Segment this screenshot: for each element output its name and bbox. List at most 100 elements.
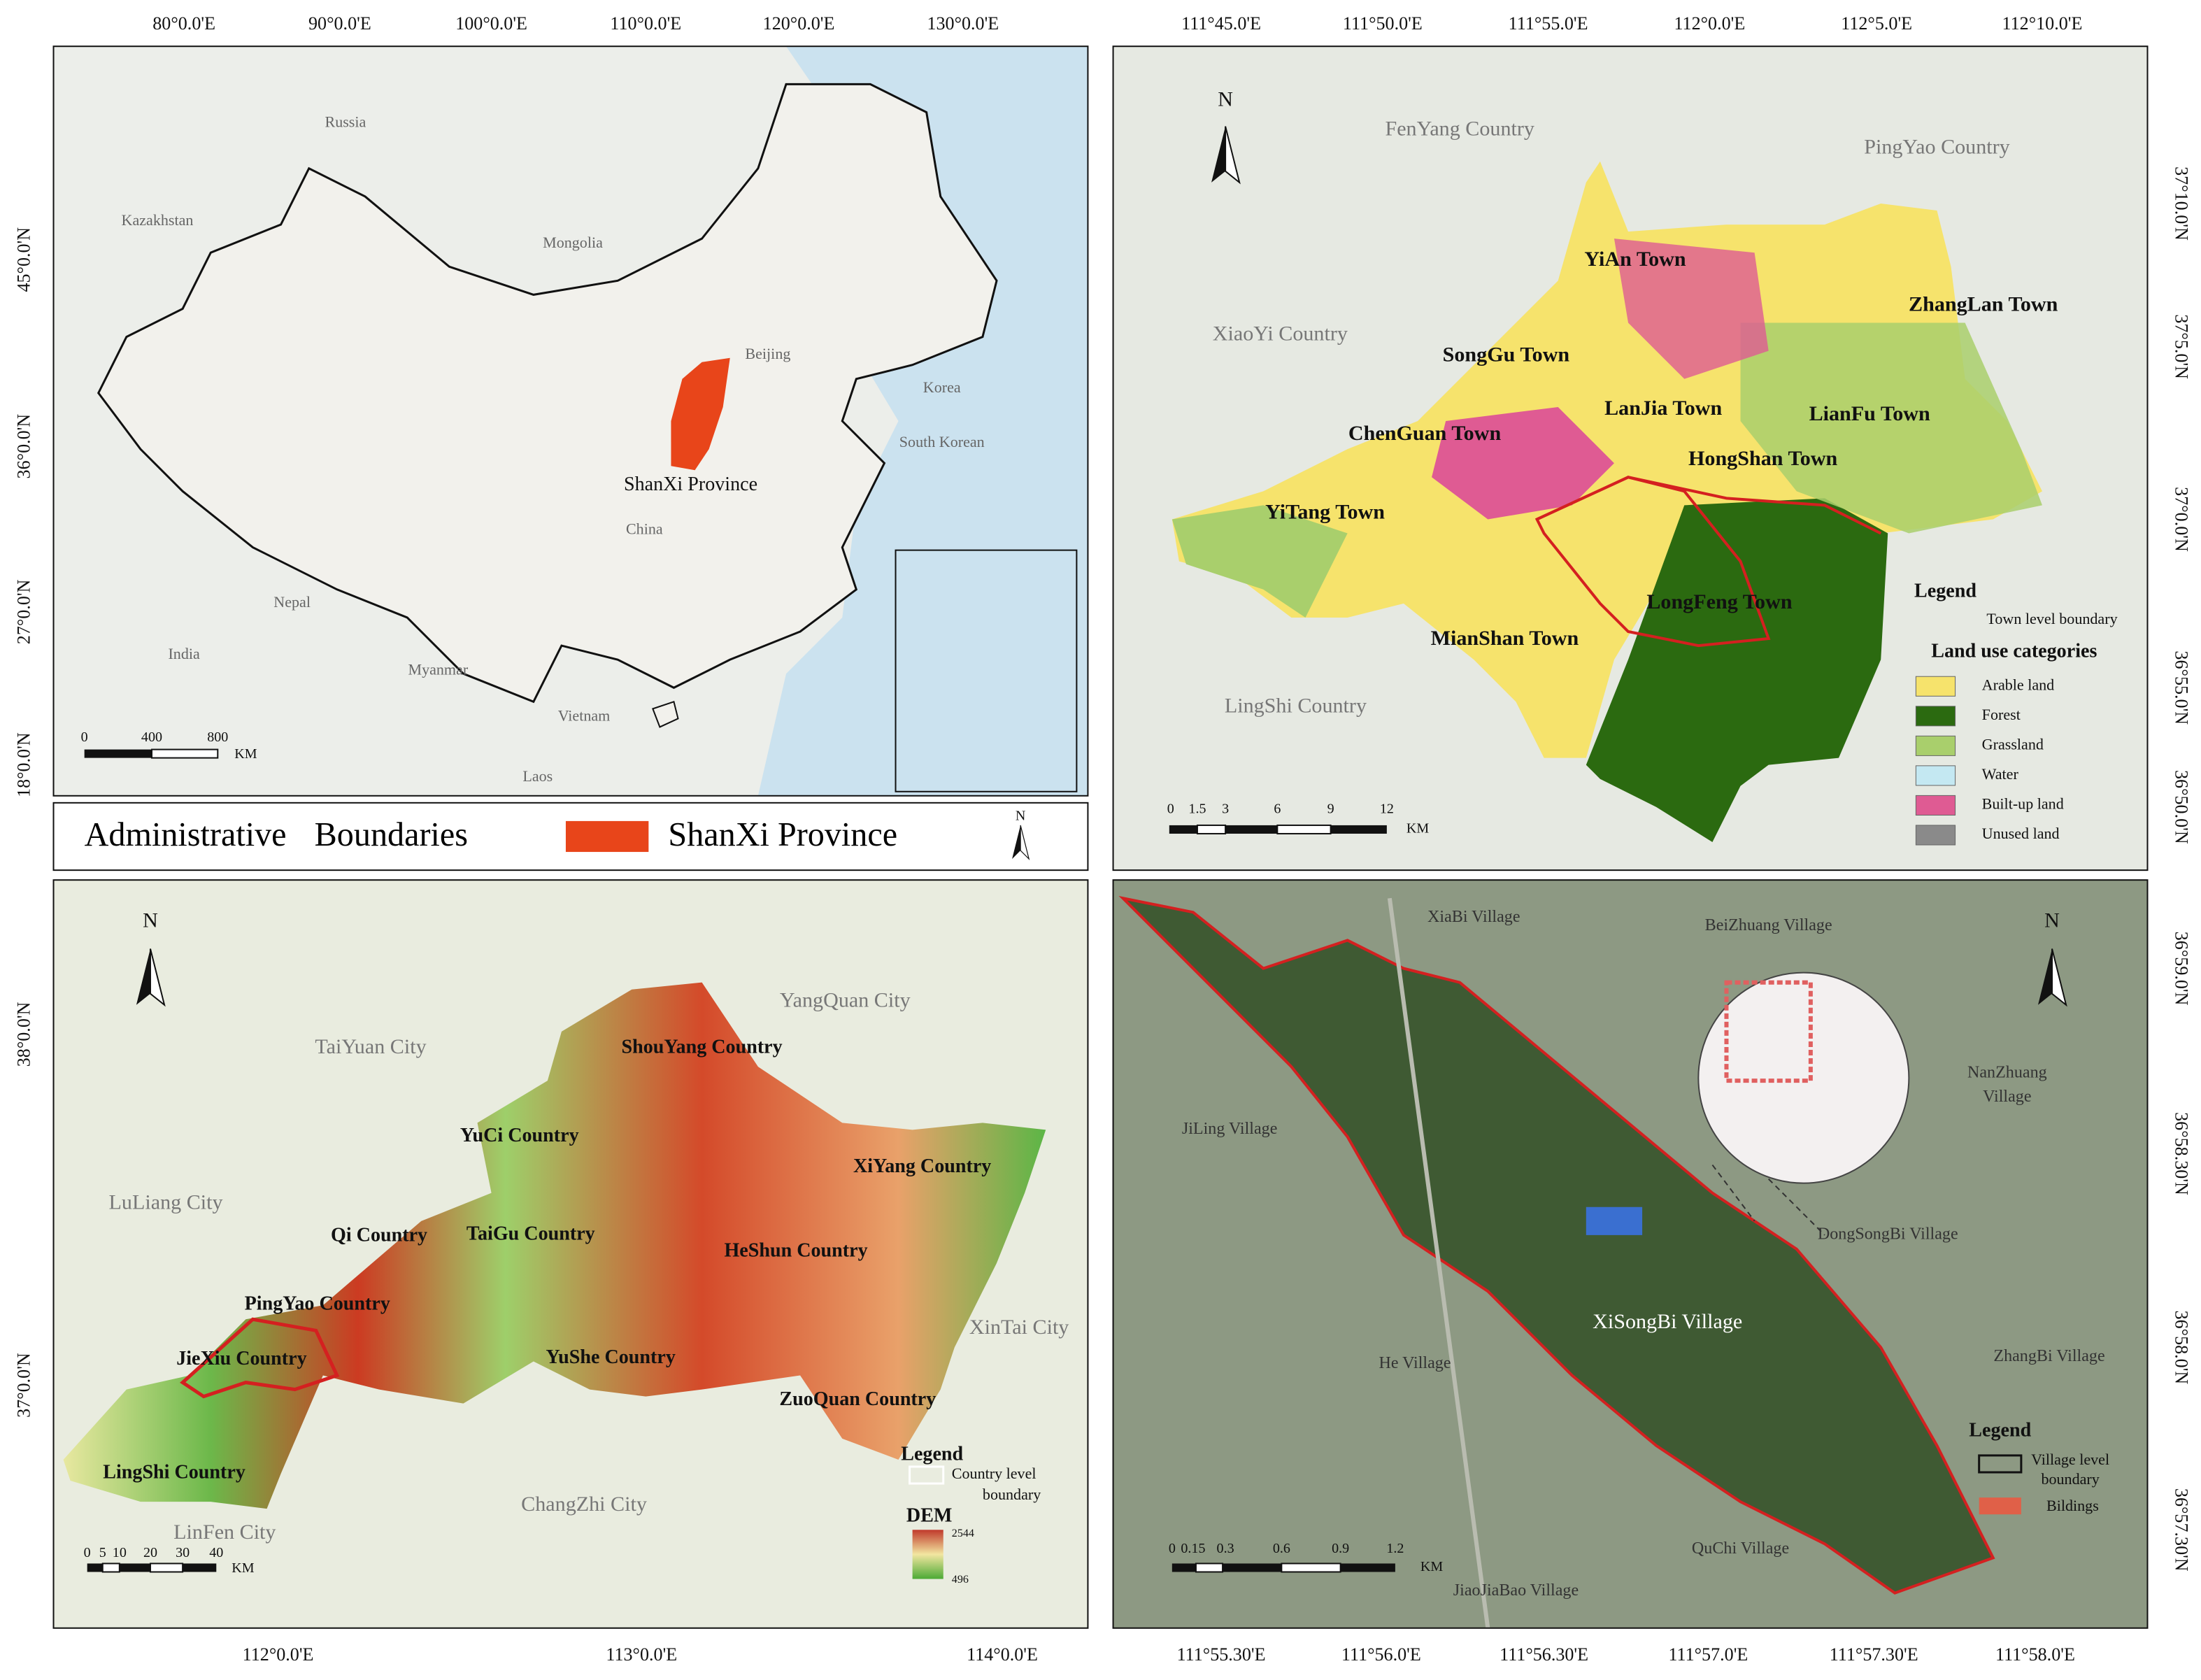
- scale-label: 0.15: [1181, 1541, 1205, 1556]
- legend-label: Town level boundary: [1986, 610, 2117, 627]
- scale-bar: [84, 749, 152, 758]
- county-label: FenYang Country: [1385, 117, 1534, 141]
- y-tick-label: 37°0.0'N: [2172, 487, 2192, 552]
- place-label: Beijing: [745, 345, 790, 362]
- x-tick-label: 111°55.30'E: [1177, 1644, 1266, 1665]
- legend-swatch: [1915, 735, 1956, 756]
- scale-label: 0: [1167, 801, 1174, 816]
- place-label: Kazakhstan: [122, 211, 194, 229]
- scale-label: 1.5: [1188, 801, 1206, 816]
- county-label: PingYao Country: [245, 1293, 390, 1315]
- village-label: ZhangBi Village: [1993, 1347, 2104, 1365]
- legend-swatch: [1915, 825, 1956, 846]
- city-label: TaiYuan City: [315, 1034, 426, 1058]
- scale-label: 0.9: [1332, 1541, 1349, 1556]
- place-label: Vietnam: [558, 706, 611, 724]
- y-tick-label: 36°57.30'N: [2172, 1488, 2192, 1572]
- panel-frame: [52, 879, 1089, 1629]
- town-label: ChenGuan Town: [1348, 421, 1502, 445]
- x-tick-label: 90°0.0'E: [308, 13, 371, 34]
- legend-label: Village level: [2031, 1451, 2109, 1468]
- scale-label: 0: [84, 1545, 91, 1560]
- county-label: YuShe Country: [546, 1346, 675, 1368]
- place-label: India: [168, 645, 200, 662]
- legend-label: 496: [952, 1574, 969, 1586]
- north-label: N: [143, 908, 158, 932]
- village-label: XiaBi Village: [1427, 908, 1520, 926]
- place-label: Laos: [522, 767, 553, 785]
- x-tick-label: 130°0.0'E: [927, 13, 999, 34]
- county-label: HeShun Country: [724, 1239, 867, 1261]
- x-tick-label: 80°0.0'E: [152, 13, 215, 34]
- y-tick-label: 36°58.30'N: [2172, 1112, 2192, 1195]
- scale-label: KM: [1420, 1559, 1443, 1574]
- county-label: LingShi Country: [1225, 693, 1367, 717]
- x-tick-label: 111°57.0'E: [1668, 1644, 1748, 1665]
- scale-bar: [87, 1562, 217, 1573]
- north-arrow: [149, 948, 166, 1007]
- x-tick-label: 112°0.0'E: [243, 1644, 314, 1665]
- county-label: XiaoYi Country: [1213, 322, 1348, 346]
- legend-label: ShanXi Province: [668, 816, 897, 853]
- dem-map: [53, 880, 1088, 1628]
- scale-label: KM: [1406, 821, 1429, 837]
- x-tick-label: 111°50.0'E: [1343, 13, 1423, 34]
- place-label: Korea: [923, 378, 961, 396]
- legend-title: Legend: [1969, 1419, 2031, 1441]
- north-label: N: [1016, 808, 1026, 823]
- x-tick-label: 111°56.0'E: [1341, 1644, 1421, 1665]
- legend-label: Forest: [1982, 706, 2021, 723]
- town-label: HongShan Town: [1688, 446, 1838, 470]
- legend-swatch: [1978, 1454, 2023, 1474]
- scale-label: KM: [234, 746, 257, 762]
- x-tick-label: 113°0.0'E: [606, 1644, 677, 1665]
- scale-label: 12: [1380, 801, 1394, 816]
- legend-label: Country level: [952, 1465, 1037, 1482]
- county-label: YuCi Country: [460, 1125, 579, 1146]
- place-label: China: [626, 520, 663, 538]
- village-label: QuChi Village: [1692, 1539, 1789, 1558]
- city-label: XinTai City: [969, 1315, 1069, 1339]
- x-tick-label: 111°57.30'E: [1830, 1644, 1918, 1665]
- village-label: NanZhuang: [1967, 1064, 2047, 1082]
- legend-title: Legend: [901, 1443, 963, 1465]
- legend-label: Bildings: [2046, 1497, 2099, 1514]
- city-label: LinFen City: [173, 1520, 276, 1544]
- x-tick-label: 110°0.0'E: [610, 13, 681, 34]
- y-tick-label: 18°0.0'N: [13, 732, 34, 797]
- legend-swatch: [909, 1465, 945, 1485]
- scale-label: 40: [209, 1545, 223, 1560]
- panel-frame: [52, 45, 1089, 797]
- town-label: YiTang Town: [1265, 499, 1385, 523]
- scale-label: KM: [232, 1560, 254, 1576]
- place-label: Myanmar: [408, 660, 468, 678]
- village-label: JiLing Village: [1182, 1120, 1278, 1138]
- town-label: SongGu Town: [1443, 343, 1570, 366]
- county-label: ShouYang Country: [622, 1036, 783, 1058]
- scale-label: 400: [141, 729, 162, 745]
- county-label: TaiGu Country: [466, 1223, 595, 1244]
- scale-bar: [1171, 1562, 1395, 1573]
- scale-label: 0: [81, 729, 88, 745]
- north-label: N: [1218, 87, 1233, 111]
- scale-label: 10: [113, 1545, 127, 1560]
- y-tick-label: 37°0.0'N: [13, 1353, 34, 1418]
- north-arrow: [1225, 126, 1241, 185]
- county-label: JieXiu Country: [176, 1348, 306, 1369]
- county-label: Qi Country: [331, 1224, 427, 1246]
- county-label: LingShi Country: [103, 1461, 245, 1483]
- town-label: ZhangLan Town: [1909, 292, 2058, 315]
- legend-label: boundary: [2041, 1470, 2099, 1488]
- scale-bar: [1169, 824, 1387, 834]
- village-label: JiaoJiaBao Village: [1453, 1581, 1579, 1600]
- village-label: He Village: [1379, 1354, 1451, 1372]
- scale-label: 20: [143, 1545, 157, 1560]
- scale-label: 0.3: [1217, 1541, 1234, 1556]
- panel-frame: [1112, 45, 2149, 871]
- x-tick-label: 111°55.0'E: [1509, 13, 1588, 34]
- overview-map: [53, 46, 1088, 796]
- y-tick-label: 36°58.0'N: [2172, 1311, 2192, 1385]
- legend-swatch: [1915, 765, 1956, 786]
- x-tick-label: 112°10.0'E: [2002, 13, 2083, 34]
- legend-label: Unused land: [1982, 825, 2060, 842]
